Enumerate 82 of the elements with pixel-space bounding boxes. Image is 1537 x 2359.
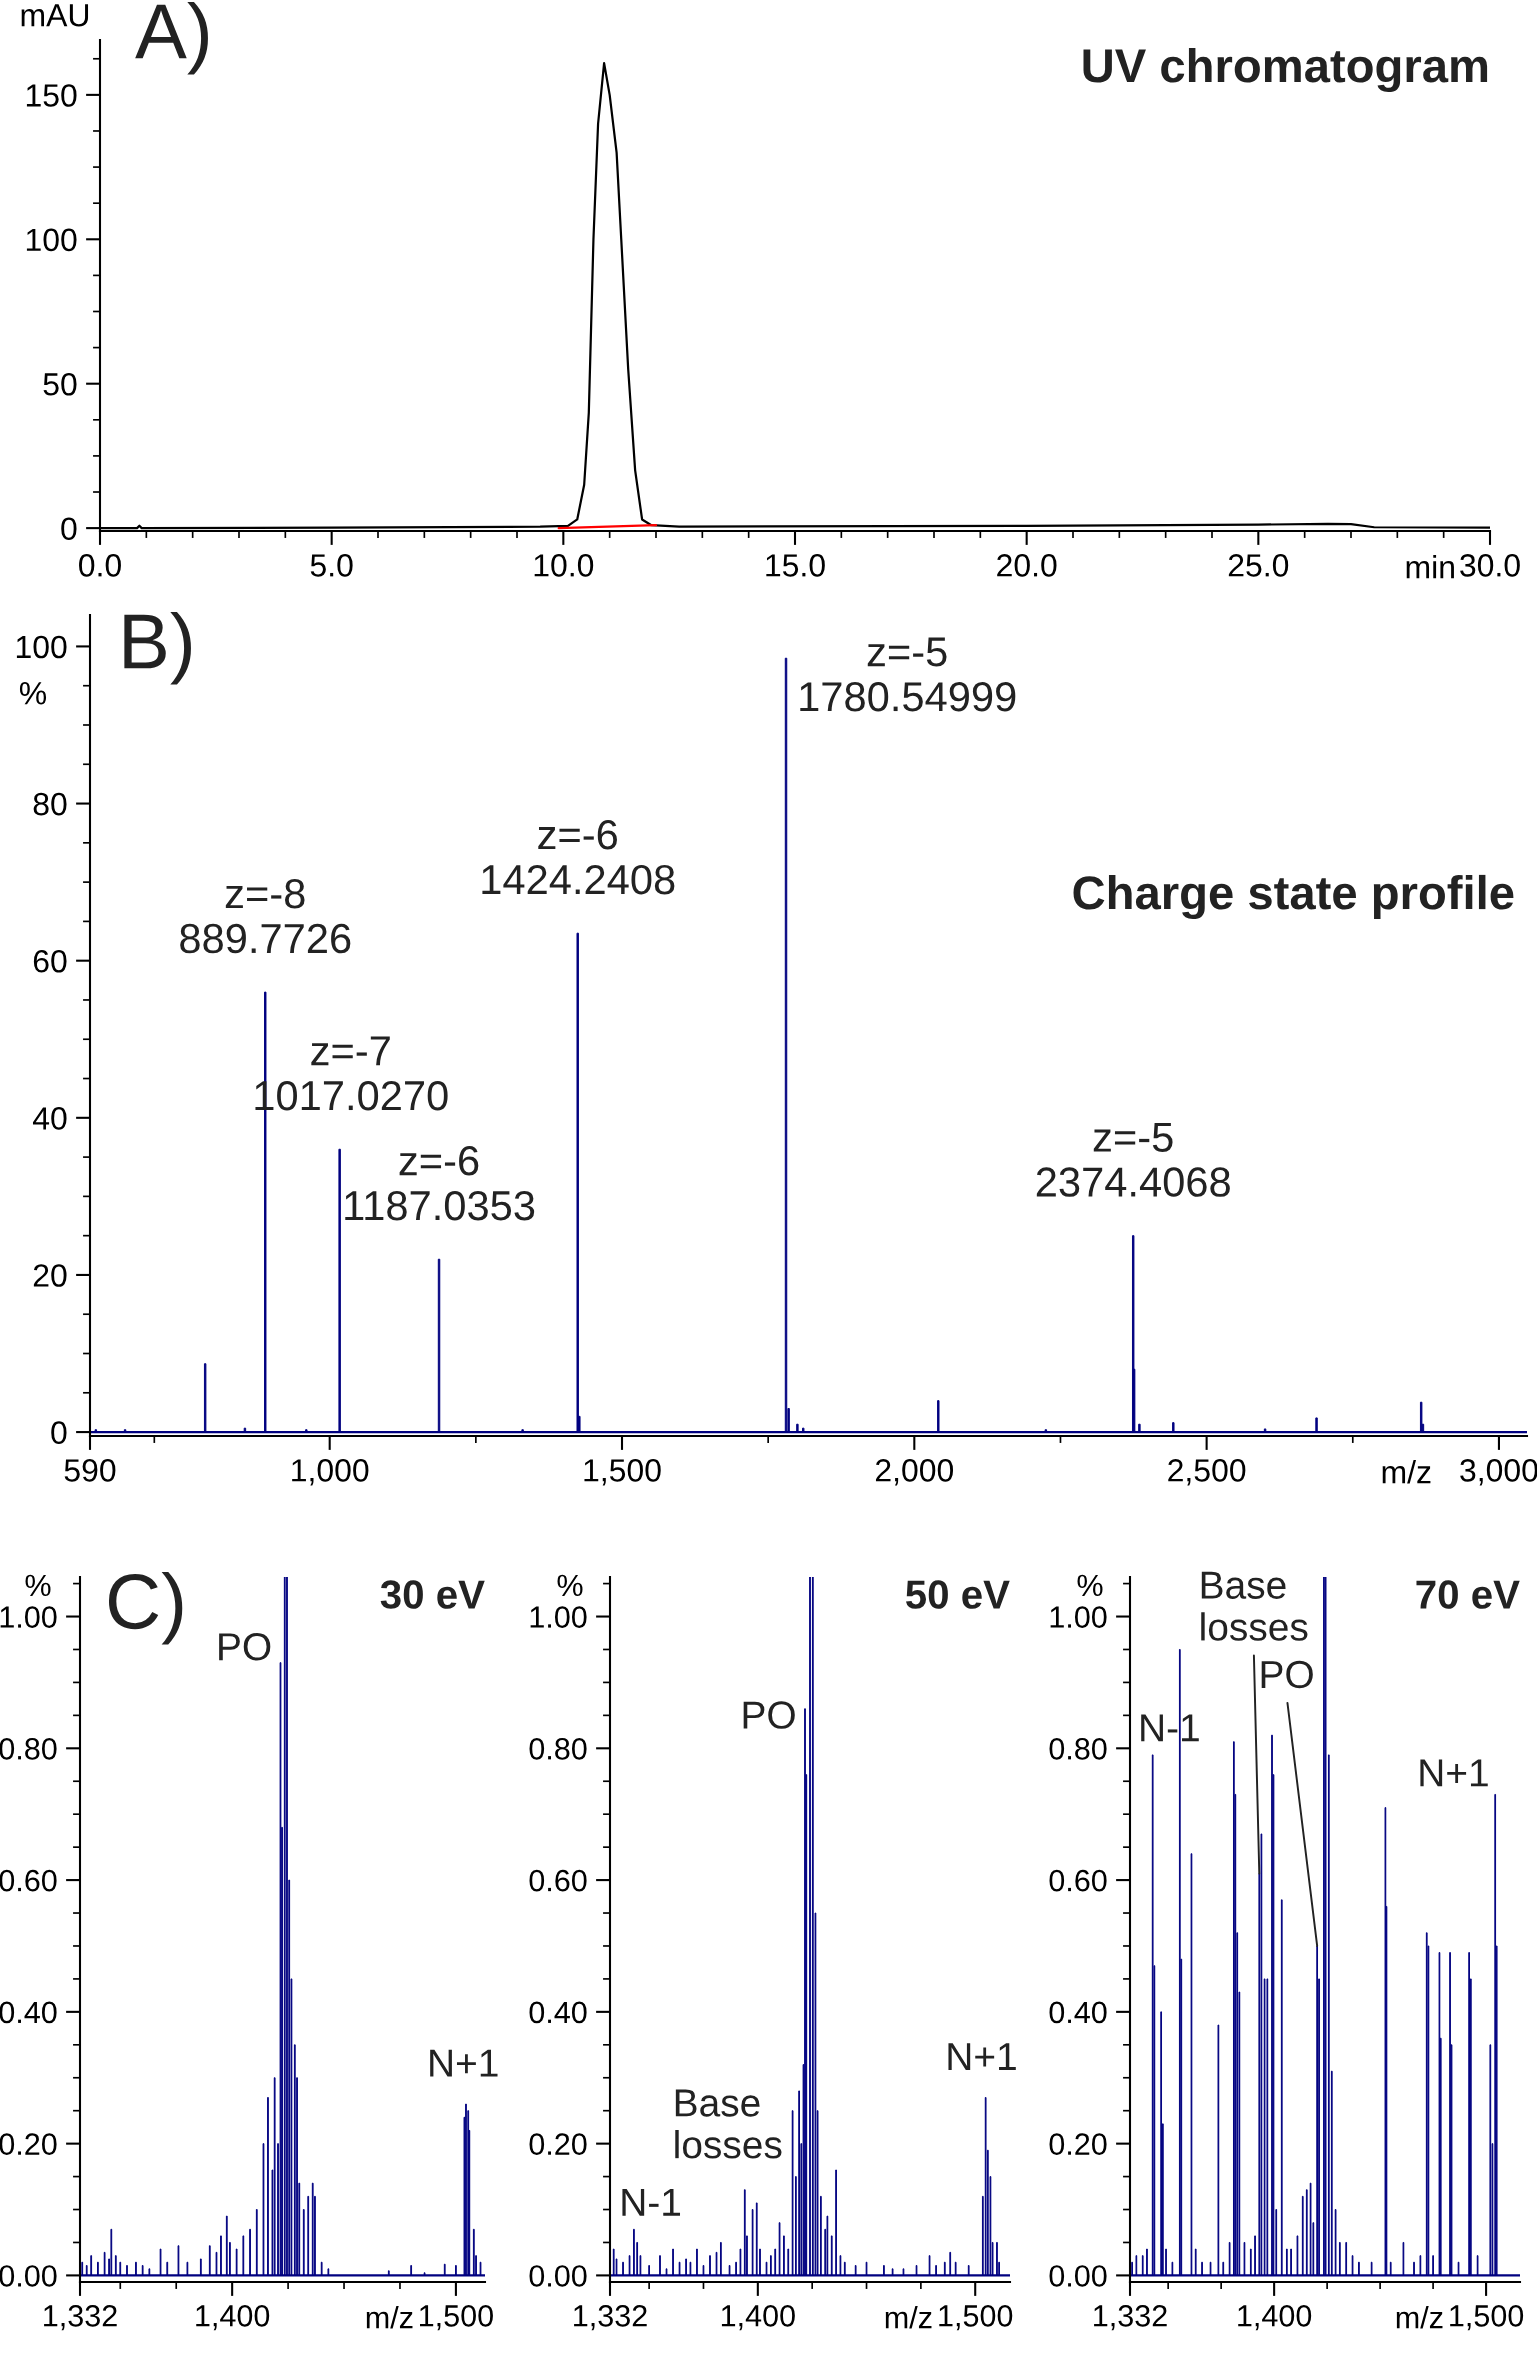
annotation: Base losses — [675, 2089, 782, 2159]
y-axis-title: % — [1077, 1574, 1103, 1597]
y-tick-label: 0.60 — [1049, 1869, 1107, 1892]
x-tick-label: 10.0 — [534, 554, 594, 577]
y-axis-title: % — [25, 1574, 51, 1597]
x-axis-title: m/z — [1396, 2306, 1443, 2329]
x-tick-label: 1,332 — [574, 2305, 647, 2331]
annotation: N+1 — [948, 2043, 1016, 2070]
annotation: A) — [135, 2, 208, 75]
chart-title: UV chromatogram — [1083, 47, 1488, 93]
annotation: z=-5 1780.54999 — [800, 637, 1016, 712]
x-axis-title: min — [1406, 555, 1454, 579]
y-tick-label: 0.20 — [529, 2133, 587, 2156]
y-tick-label: 0.00 — [1049, 2265, 1107, 2287]
x-axis-title: m/z — [366, 2306, 413, 2329]
x-tick-label: 1,500 — [420, 2305, 493, 2331]
y-tick-label: 0.80 — [1049, 1738, 1107, 1760]
y-axis-title: % — [19, 682, 47, 705]
annotation: z=-6 1187.0353 — [345, 1146, 535, 1221]
x-tick-label: 1,400 — [196, 2305, 270, 2331]
y-tick-label: 0.40 — [0, 2001, 57, 2024]
y-tick-label: 1.00 — [0, 1606, 57, 1628]
y-tick-label: 40 — [32, 1107, 67, 1130]
y-tick-label: 80 — [33, 792, 67, 816]
x-tick-label: 20.0 — [997, 554, 1057, 577]
x-tick-label: 2,500 — [1168, 1459, 1246, 1486]
y-tick-label: 0.20 — [1049, 2133, 1107, 2156]
annotation: Base losses — [1201, 1571, 1308, 1641]
y-tick-label: 100 — [26, 228, 77, 252]
y-axis-title: % — [557, 1574, 583, 1597]
annotation: z=-5 2374.4068 — [1036, 1122, 1230, 1197]
x-tick-label: 1,000 — [292, 1459, 369, 1486]
x-tick-label: 3,000 — [1460, 1459, 1537, 1486]
x-tick-label: 1,500 — [584, 1459, 661, 1486]
annotation: N+1 — [1420, 1759, 1488, 1787]
y-tick-label: 0.80 — [529, 1738, 587, 1760]
annotation: z=-8 889.7726 — [180, 878, 351, 954]
x-tick-label: 1,400 — [1238, 2305, 1312, 2331]
y-tick-label: 150 — [26, 84, 77, 107]
chart-title: 70 eV — [1416, 1580, 1520, 1609]
y-tick-label: 1.00 — [530, 1606, 587, 1628]
x-tick-label: 1,500 — [939, 2305, 1013, 2331]
annotation: PO — [219, 1632, 271, 1661]
x-tick-label: 5.0 — [310, 554, 353, 577]
x-tick-label: 0.0 — [79, 554, 121, 577]
annotation: B) — [124, 612, 191, 685]
annotation: N-1 — [622, 2188, 681, 2216]
x-tick-label: 25.0 — [1228, 554, 1289, 577]
chart-title: 50 eV — [905, 1580, 1010, 1609]
y-tick-label: 60 — [33, 949, 67, 973]
chart-title: 30 eV — [380, 1580, 485, 1609]
annotation: N+1 — [430, 2049, 498, 2077]
text: Charge state profile — [1073, 874, 1514, 920]
y-tick-label: 0 — [61, 517, 77, 540]
y-tick-label: 0.80 — [0, 1738, 57, 1760]
y-tick-label: 0.60 — [0, 1869, 57, 1892]
y-axis-title: mAU — [21, 4, 89, 27]
x-tick-label: 1,400 — [721, 2305, 795, 2331]
x-tick-label: 2,000 — [875, 1459, 954, 1486]
y-tick-label: 50 — [43, 372, 77, 396]
x-tick-label: 30.0 — [1460, 554, 1520, 577]
y-tick-label: 0 — [51, 1421, 67, 1444]
x-axis-title: m/z — [1382, 1460, 1431, 1484]
y-tick-label: 0.20 — [0, 2133, 57, 2156]
x-tick-label: 15.0 — [766, 554, 825, 577]
x-tick-label: 1,332 — [1094, 2305, 1167, 2331]
x-axis-title: m/z — [885, 2306, 932, 2329]
annotation: PO — [1261, 1660, 1313, 1689]
y-tick-label: 20 — [33, 1264, 67, 1287]
y-tick-label: 0.00 — [529, 2265, 587, 2287]
annotation: PO — [743, 1701, 795, 1729]
y-tick-label: 1.00 — [1050, 1606, 1107, 1628]
y-tick-label: 100 — [16, 635, 67, 659]
annotation: C) — [108, 1572, 183, 1645]
x-tick-label: 590 — [64, 1459, 116, 1482]
x-tick-label: 1,332 — [44, 2305, 117, 2331]
y-tick-label: 0.40 — [1049, 2001, 1107, 2024]
y-tick-label: 0.00 — [0, 2265, 57, 2287]
y-tick-label: 0.40 — [529, 2001, 587, 2024]
x-tick-label: 1,500 — [1450, 2305, 1524, 2331]
y-tick-label: 0.60 — [529, 1869, 587, 1892]
annotation: z=-6 1424.2408 — [482, 820, 675, 895]
